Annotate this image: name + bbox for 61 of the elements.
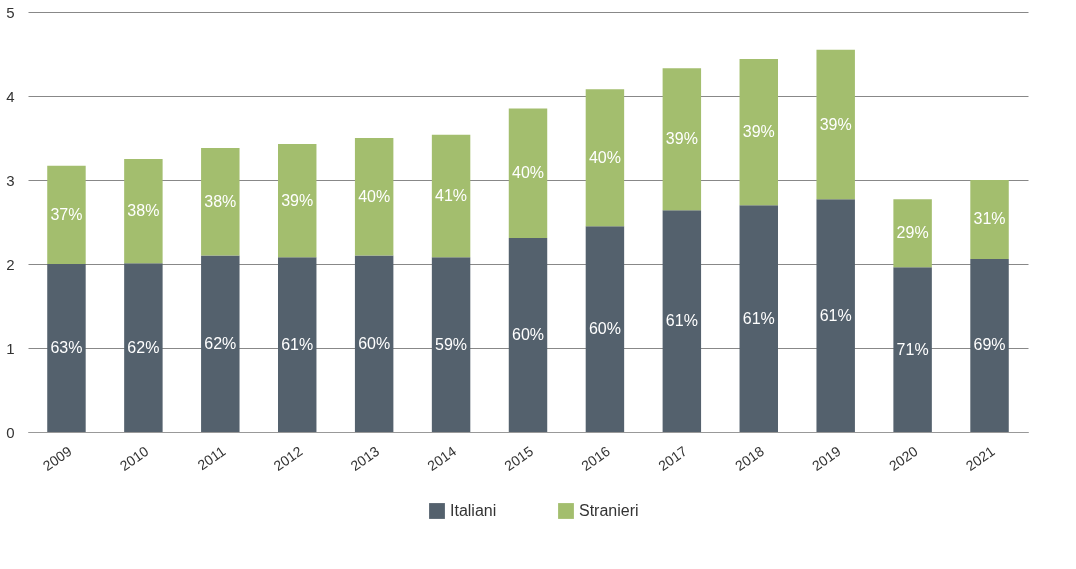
bar xyxy=(508,237,548,432)
bar xyxy=(816,49,855,200)
y-tick-label: 4 xyxy=(6,87,15,105)
bar xyxy=(431,257,471,432)
annotation: 31% xyxy=(973,210,1006,228)
bar xyxy=(47,264,86,432)
annotation: 61% xyxy=(665,312,698,330)
bar xyxy=(431,134,471,258)
annotation: 61% xyxy=(742,309,775,327)
annotation: 60% xyxy=(511,325,545,343)
annotation: 62% xyxy=(127,338,160,356)
annotation: 41% xyxy=(435,186,468,204)
annotation: 63% xyxy=(50,339,83,356)
y-tick-label: 3 xyxy=(6,171,15,189)
bar xyxy=(662,210,702,432)
bar xyxy=(893,267,932,432)
annotation: 40% xyxy=(511,164,545,182)
annotation: 60% xyxy=(588,320,621,338)
annotation: 38% xyxy=(204,192,237,210)
annotation: 40% xyxy=(588,148,621,166)
y-tick-label: 0 xyxy=(6,423,15,441)
annotation: 62% xyxy=(204,334,237,352)
annotation: 69% xyxy=(973,336,1006,354)
bar xyxy=(970,180,1009,259)
bar xyxy=(662,68,702,211)
bar xyxy=(508,108,548,238)
annotation: 38% xyxy=(127,202,160,220)
annotation: 39% xyxy=(281,191,314,209)
bar xyxy=(124,159,163,264)
y-tick-label: 2 xyxy=(6,255,15,273)
x-tick-label: 2011 xyxy=(194,442,229,474)
bar xyxy=(278,143,317,258)
y-tick-label: 1 xyxy=(6,339,15,357)
annotation: 40% xyxy=(358,187,391,205)
bar xyxy=(354,138,394,256)
bar xyxy=(739,205,778,432)
bar xyxy=(893,199,932,268)
annotation: 59% xyxy=(435,335,468,353)
annotation: 60% xyxy=(358,334,391,352)
bar xyxy=(739,59,778,206)
annotation: 61% xyxy=(819,306,852,324)
annotation: 39% xyxy=(665,130,698,148)
legend-label: Italiani xyxy=(450,502,497,519)
bar xyxy=(354,255,394,432)
y-tick-label: 5 xyxy=(6,3,15,21)
annotation: 37% xyxy=(50,205,83,223)
annotation: 61% xyxy=(281,335,314,353)
legend-label: Stranieri xyxy=(579,502,639,519)
bar xyxy=(124,263,163,432)
annotation: 39% xyxy=(819,115,852,133)
annotation: 39% xyxy=(742,123,775,141)
bar xyxy=(585,89,625,227)
bar xyxy=(201,148,240,256)
annotation: 71% xyxy=(896,340,929,358)
bar xyxy=(585,226,625,432)
bar xyxy=(278,257,317,432)
annotation: 29% xyxy=(896,224,929,242)
bar xyxy=(201,255,240,432)
bar xyxy=(47,165,86,264)
bar xyxy=(816,199,855,432)
bar xyxy=(970,258,1009,432)
